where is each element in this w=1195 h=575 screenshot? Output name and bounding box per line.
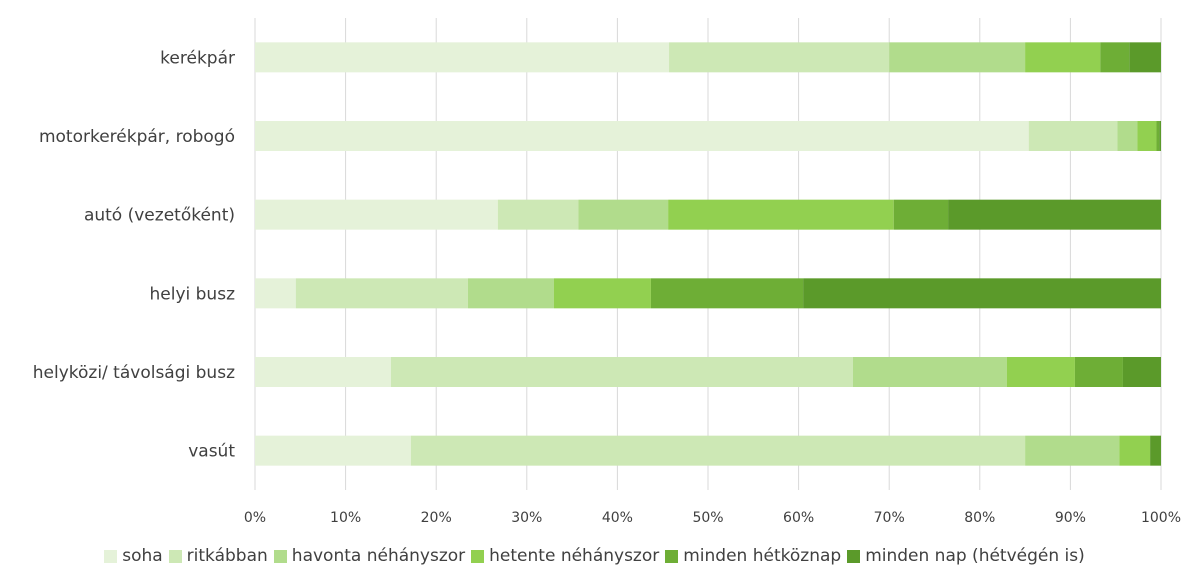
legend-label: ritkábban — [186, 546, 268, 566]
bar-segment — [410, 435, 1026, 466]
bar-segment — [295, 278, 468, 309]
category-labels: kerékpár motorkerékpár, robogó autó (vezet… — [33, 48, 236, 461]
x-tick-label: 30% — [511, 510, 542, 526]
legend: soha ritkábban havonta néhányszor hetente n… — [0, 541, 1195, 571]
category-label: motorkerékpár, robogó — [39, 127, 235, 147]
bar-segment — [255, 42, 670, 73]
legend-swatch — [847, 549, 861, 563]
x-tick-label: 40% — [602, 510, 633, 526]
bar-segment — [255, 121, 1029, 151]
bar-segment — [553, 278, 651, 309]
category-label: helyi busz — [150, 284, 236, 304]
bar-segment — [1159, 121, 1161, 151]
bar-segment — [1156, 121, 1160, 151]
legend-item: hetente néhányszor — [471, 546, 659, 566]
bar-segment — [650, 278, 804, 309]
bar-segment — [255, 435, 411, 466]
legend-label: soha — [122, 546, 163, 566]
bar-segment — [1100, 42, 1130, 73]
legend-swatch — [104, 549, 118, 563]
bar-segment — [578, 199, 669, 230]
x-tick-label: 100% — [1141, 510, 1181, 526]
legend-item: minden nap (hétvégén is) — [847, 546, 1085, 566]
legend-swatch — [471, 549, 485, 563]
legend-item: minden hétköznap — [665, 546, 841, 566]
bar-segment — [669, 42, 890, 73]
bar-segment — [1137, 121, 1157, 151]
legend-item: havonta néhányszor — [273, 546, 466, 566]
bar-segment — [1025, 435, 1120, 466]
bar-segment — [1129, 42, 1161, 73]
x-tick-label: 10% — [330, 510, 361, 526]
x-tick-label: 50% — [692, 510, 723, 526]
x-tick-label: 60% — [783, 510, 814, 526]
legend-label: havonta néhányszor — [291, 546, 466, 566]
legend-label: hetente néhányszor — [489, 546, 660, 566]
bar-segment — [668, 199, 894, 230]
legend-swatch — [168, 549, 182, 563]
bar-segment — [1150, 435, 1161, 466]
legend-item: soha — [104, 546, 163, 566]
bars — [255, 42, 1161, 466]
x-tick-label: 70% — [874, 510, 905, 526]
x-tick-label: 90% — [1055, 510, 1086, 526]
bar-segment — [893, 199, 949, 230]
bar-segment — [803, 278, 1161, 309]
bar-segment — [255, 278, 296, 309]
x-tick-label: 0% — [244, 510, 266, 526]
category-label: helyközi/ távolsági busz — [33, 363, 235, 383]
legend-label: minden nap (hétvégén is) — [865, 546, 1085, 566]
category-label: vasút — [188, 442, 235, 462]
x-tick-label: 20% — [421, 510, 452, 526]
bar-segment — [497, 199, 579, 230]
bar-segment — [852, 357, 1007, 387]
category-label: autó (vezetőként) — [84, 206, 235, 226]
legend-swatch — [273, 549, 287, 563]
legend-item: ritkábban — [168, 546, 268, 566]
category-label: kerékpár — [160, 48, 235, 68]
gridlines — [254, 18, 1162, 490]
bar-segment — [1028, 121, 1118, 151]
bar-segment — [255, 199, 498, 230]
legend-swatch — [665, 549, 679, 563]
x-tick-labels: 0% 10% 20% 30% 40% 50% 60% 70% 80% 90% 100% — [244, 510, 1181, 526]
bar-segment — [1122, 357, 1161, 387]
bar-segment — [467, 278, 554, 309]
bar-segment — [1025, 42, 1101, 73]
bar-segment — [1006, 357, 1075, 387]
x-tick-label: 80% — [964, 510, 995, 526]
bar-segment — [1074, 357, 1123, 387]
bar-segment — [255, 357, 391, 387]
bar-segment — [889, 42, 1026, 73]
bar-segment — [1119, 435, 1151, 466]
bar-segment — [390, 357, 853, 387]
bar-segment — [948, 199, 1161, 230]
bar-segment — [1117, 121, 1138, 151]
legend-label: minden hétköznap — [683, 546, 842, 566]
